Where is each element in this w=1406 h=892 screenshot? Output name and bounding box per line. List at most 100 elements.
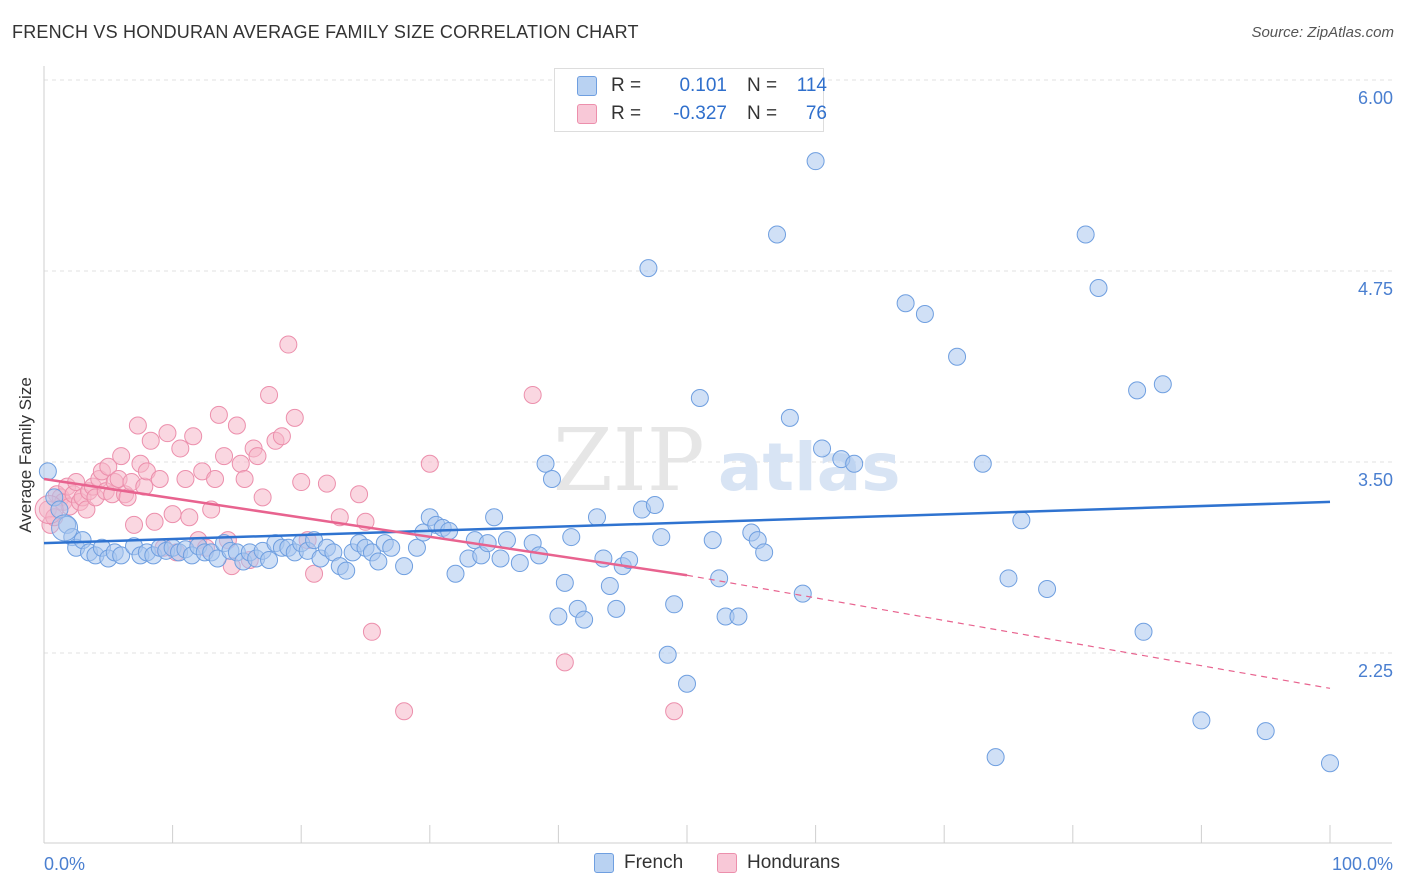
- hondurans-point: [292, 473, 311, 492]
- y-tick-label: 6.00: [1358, 88, 1393, 108]
- french-point: [38, 462, 57, 481]
- hondurans-r-value: -0.327: [673, 103, 727, 124]
- french-points: [38, 152, 1339, 773]
- hondurans-point: [227, 416, 246, 435]
- french-point: [780, 408, 799, 427]
- french-point: [510, 554, 529, 573]
- hondurans-point: [163, 505, 182, 524]
- french-point: [793, 584, 812, 603]
- french-swatch: [577, 76, 597, 96]
- hondurans-point: [180, 508, 199, 527]
- hondurans-points: [34, 335, 684, 721]
- hondurans-legend-label: Hondurans: [747, 852, 840, 873]
- french-point: [536, 454, 555, 473]
- hondurans-point: [235, 470, 254, 488]
- hondurans-trend-extension: [686, 574, 1331, 689]
- hondurans-point: [285, 408, 304, 427]
- hondurans-point: [350, 485, 369, 504]
- hondurans-point: [665, 702, 684, 721]
- hondurans-point: [206, 470, 225, 488]
- axes: [43, 66, 1392, 844]
- french-point: [948, 347, 967, 366]
- hondurans-n-value: 76: [805, 103, 827, 124]
- french-point: [768, 225, 787, 244]
- french-point: [530, 546, 549, 565]
- french-point: [395, 557, 414, 576]
- hondurans-point: [145, 512, 164, 531]
- y-tick-label: 3.50: [1358, 470, 1393, 490]
- hondurans-point: [248, 447, 267, 466]
- french-point: [542, 470, 561, 488]
- hondurans-point: [99, 457, 118, 476]
- french-point: [1128, 381, 1147, 400]
- french-point: [497, 531, 516, 550]
- french-point: [639, 259, 658, 278]
- french-point: [575, 610, 594, 629]
- french-point: [112, 546, 131, 565]
- hondurans-point: [523, 385, 542, 404]
- french-point: [690, 389, 709, 408]
- french-point: [658, 645, 677, 664]
- french-point: [407, 538, 426, 557]
- french-point: [485, 508, 504, 527]
- legend-row-french: R = 0.101 N = 114: [577, 73, 827, 99]
- french-point: [973, 454, 992, 473]
- french-point: [1256, 722, 1275, 741]
- hondurans-point: [128, 416, 147, 435]
- french-point: [1076, 225, 1095, 244]
- x-tick-label: 0.0%: [44, 854, 85, 874]
- hondurans-point: [125, 515, 144, 534]
- hondurans-point: [158, 424, 177, 443]
- legend-row-hondurans: R = -0.327 N = 76: [577, 101, 827, 127]
- french-point: [1134, 622, 1153, 641]
- hondurans-point: [141, 431, 160, 450]
- french-point: [999, 569, 1018, 588]
- french-point: [382, 538, 401, 557]
- hondurans-point: [260, 385, 279, 404]
- hondurans-legend-swatch: [717, 853, 737, 873]
- watermark-atlas: atlas: [718, 429, 901, 506]
- hondurans-point: [362, 622, 381, 641]
- french-point: [337, 561, 356, 580]
- tick-labels: 2.25 3.50 4.75 6.00 0.0% 100.0%: [44, 88, 1393, 874]
- hondurans-point: [279, 335, 298, 354]
- watermark-zip: ZIP: [553, 411, 705, 511]
- french-point: [260, 550, 279, 569]
- french-point: [678, 674, 696, 693]
- hondurans-point: [77, 500, 96, 519]
- legend-item-hondurans: Hondurans: [717, 852, 840, 874]
- hondurans-point: [171, 439, 190, 458]
- french-point: [915, 304, 934, 323]
- french-n-value: 114: [796, 75, 827, 96]
- french-point: [51, 514, 79, 542]
- french-point: [587, 508, 606, 527]
- french-point: [1038, 580, 1057, 599]
- hondurans-point: [555, 653, 574, 672]
- french-point: [369, 552, 388, 571]
- french-r-value: 0.101: [679, 75, 727, 96]
- hondurans-point: [209, 405, 228, 424]
- hondurans-r-label: R =: [611, 103, 642, 124]
- french-point: [813, 439, 832, 458]
- hondurans-swatch: [577, 104, 597, 124]
- french-point: [50, 500, 69, 519]
- source-credit: Source: ZipAtlas.com: [1251, 24, 1394, 41]
- trend-lines: [43, 477, 1331, 689]
- french-legend-swatch: [594, 853, 614, 873]
- hondurans-point: [112, 447, 131, 466]
- french-point: [755, 543, 774, 562]
- french-point: [1153, 375, 1172, 394]
- x-tick-label: 100.0%: [1332, 854, 1393, 874]
- french-point: [710, 569, 729, 588]
- y-axis-label-wrap: Average Family Size: [16, 299, 36, 533]
- legend-item-french: French: [594, 852, 683, 874]
- french-point: [729, 607, 748, 626]
- french-point: [607, 599, 626, 618]
- french-point: [986, 748, 1005, 767]
- hondurans-point: [150, 470, 169, 488]
- hondurans-point: [184, 427, 203, 446]
- hondurans-point: [395, 702, 414, 721]
- hondurans-point: [231, 454, 250, 473]
- french-r-label: R =: [611, 75, 642, 96]
- french-point: [896, 294, 915, 313]
